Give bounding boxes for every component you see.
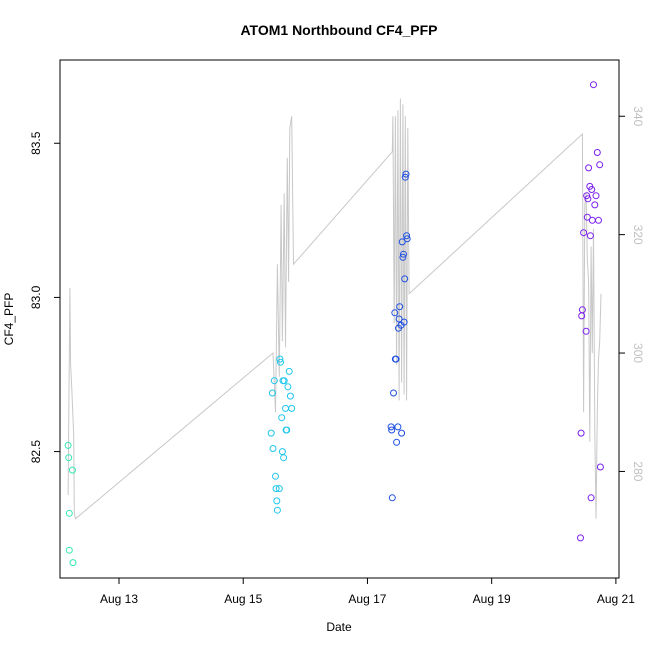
data-point <box>398 429 406 437</box>
data-point <box>401 275 409 283</box>
x-tick-label: Aug 15 <box>224 592 262 606</box>
data-point <box>398 238 406 246</box>
data-point <box>387 423 395 431</box>
data-point <box>65 509 73 517</box>
data-point <box>401 173 409 181</box>
data-point <box>280 377 288 385</box>
data-point <box>268 389 276 397</box>
data-point <box>283 426 291 434</box>
data-point <box>273 497 281 505</box>
data-point <box>577 429 585 437</box>
chart-title: ATOM1 Northbound CF4_PFP <box>240 22 437 38</box>
data-point <box>402 170 410 178</box>
data-point <box>399 253 407 261</box>
data-point <box>577 534 584 542</box>
data-point <box>282 404 289 412</box>
x-tick-label: Aug 17 <box>348 592 386 606</box>
data-point <box>267 429 275 437</box>
scatter-points-layer <box>64 81 604 567</box>
data-point <box>585 164 593 172</box>
data-point <box>272 485 280 493</box>
data-point <box>395 315 403 323</box>
y-tick-label: 83.5 <box>29 131 43 155</box>
y2-tick-label: 280 <box>631 461 645 481</box>
data-point <box>280 454 288 462</box>
data-point <box>388 494 396 502</box>
data-point <box>588 216 596 224</box>
data-point <box>583 213 591 221</box>
data-point <box>269 445 277 452</box>
data-point <box>400 250 407 258</box>
data-point <box>596 463 604 471</box>
data-point <box>400 318 408 326</box>
data-point <box>388 426 396 434</box>
y-tick-label: 82.5 <box>29 440 43 464</box>
data-point <box>588 186 596 193</box>
data-point <box>392 355 400 363</box>
data-point <box>587 494 595 502</box>
data-point <box>275 485 283 493</box>
data-point <box>586 232 594 240</box>
data-point <box>584 195 592 203</box>
data-point <box>277 358 284 366</box>
y2-tick-label: 340 <box>631 106 645 126</box>
data-point <box>580 229 588 237</box>
x-axis-label: Date <box>326 620 352 634</box>
y2-tick-label: 320 <box>631 225 645 245</box>
y-axis-left: 82.5 83.0 83.5 <box>29 131 60 463</box>
data-point <box>288 404 296 412</box>
data-point <box>578 306 586 314</box>
data-point <box>391 309 399 317</box>
data-point <box>583 192 591 200</box>
data-point <box>276 355 284 363</box>
altitude-line-layer <box>67 98 602 520</box>
data-point <box>403 235 411 243</box>
x-tick-label: Aug 19 <box>473 592 511 606</box>
plot-frame <box>59 59 620 579</box>
data-point <box>64 441 72 449</box>
data-point <box>403 232 411 240</box>
data-point <box>596 161 604 169</box>
x-tick-label: Aug 21 <box>597 592 635 606</box>
data-point <box>284 383 292 391</box>
data-point <box>396 303 404 311</box>
data-point <box>65 546 73 554</box>
x-axis: Aug 13 Aug 15 Aug 17 Aug 19 Aug 21 <box>100 578 635 606</box>
data-point <box>394 423 402 431</box>
data-point <box>593 149 601 156</box>
y-axis-label: CF4_PFP <box>2 293 16 346</box>
data-point <box>595 216 602 224</box>
data-point <box>582 327 590 335</box>
data-point <box>273 506 281 514</box>
data-point <box>590 81 597 89</box>
data-point <box>278 448 286 456</box>
data-point <box>285 367 293 375</box>
x-tick-label: Aug 13 <box>100 592 138 606</box>
y2-tick-label: 300 <box>631 343 645 363</box>
data-point <box>69 559 77 567</box>
data-point <box>272 472 279 480</box>
altitude-line <box>67 98 602 520</box>
data-point <box>591 201 599 209</box>
data-point <box>286 392 294 400</box>
data-point <box>592 192 600 200</box>
data-point <box>68 466 76 474</box>
data-point <box>65 454 73 462</box>
data-point <box>390 389 397 397</box>
y-tick-label: 83.0 <box>29 285 43 309</box>
data-point <box>270 377 278 385</box>
y-axis-right: 280 300 320 340 <box>619 106 645 482</box>
data-point <box>393 438 401 446</box>
data-point <box>278 414 286 422</box>
